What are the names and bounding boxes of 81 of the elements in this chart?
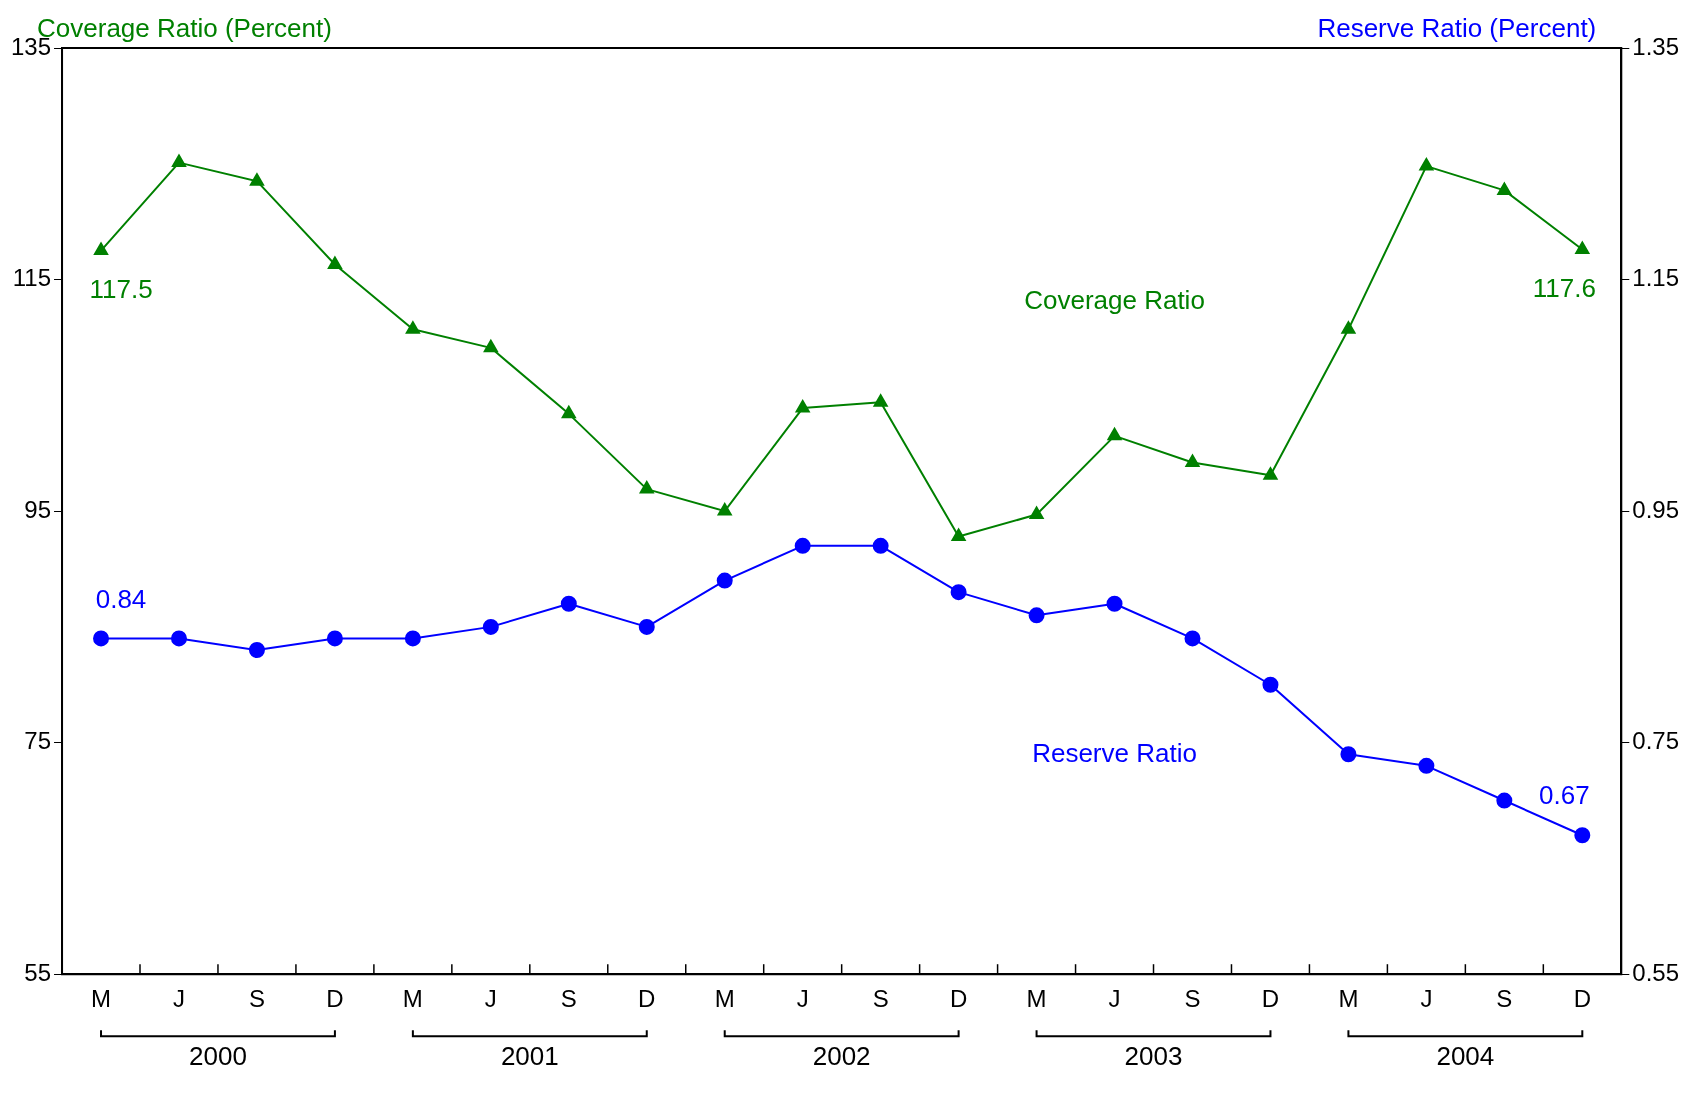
point [1263, 467, 1278, 480]
x-tick-label: J [172, 985, 185, 1013]
point [1262, 676, 1279, 693]
y2-tick-label: 1.35 [1632, 32, 1680, 60]
point [404, 630, 421, 647]
y-tick-label: 75 [24, 727, 52, 755]
point [248, 642, 265, 659]
point [1497, 182, 1512, 195]
point [1341, 321, 1356, 334]
point [1106, 595, 1123, 612]
x-tick-label: S [872, 985, 889, 1013]
point [170, 630, 187, 647]
data-label: 117.5 [89, 273, 153, 304]
x-tick-label: D [949, 985, 968, 1013]
x-tick-label: M [1026, 985, 1047, 1013]
point [1028, 607, 1045, 624]
y2-axis-title: Reserve Ratio (Percent) [1317, 13, 1597, 44]
point [93, 242, 109, 256]
x-tick-label: D [1261, 985, 1280, 1013]
point [1185, 454, 1200, 467]
x-tick-label: M [714, 985, 735, 1013]
text: 2004 [1436, 1041, 1495, 1072]
y-tick-label: 115 [12, 264, 52, 292]
point [795, 400, 810, 413]
x-tick-label: M [91, 985, 112, 1013]
x-tick-label: J [796, 985, 809, 1013]
text: 2003 [1124, 1041, 1183, 1072]
point [794, 537, 811, 554]
point [1419, 158, 1434, 171]
point [482, 618, 499, 635]
x-tick-label: D [638, 985, 656, 1013]
point [405, 321, 420, 334]
text: Coverage Ratio [1024, 284, 1205, 315]
data-label: 0.67 [1539, 780, 1590, 811]
data-label: 117.6 [1532, 272, 1596, 303]
y2-tick-label: 1.15 [1632, 264, 1680, 292]
text: Reserve Ratio [1032, 738, 1197, 769]
point [717, 503, 732, 516]
y2-tick-label: 0.55 [1632, 958, 1680, 986]
point [561, 405, 576, 419]
point [1184, 630, 1201, 647]
y2-tick-label: 0.95 [1632, 495, 1680, 523]
point [1496, 792, 1513, 809]
point [1574, 827, 1591, 844]
point [560, 595, 577, 612]
x-tick-label: S [1184, 985, 1201, 1013]
point [716, 572, 733, 589]
x-tick-label: D [1573, 985, 1591, 1013]
point [1418, 757, 1435, 774]
point [638, 618, 655, 635]
point [872, 537, 889, 554]
point [171, 154, 187, 168]
x-tick-label: S [1496, 985, 1513, 1013]
y-tick-label: 95 [24, 495, 52, 523]
point [1340, 746, 1357, 763]
point [326, 630, 343, 647]
text: 2000 [189, 1041, 247, 1072]
point [93, 630, 110, 647]
x-tick-label: J [484, 985, 497, 1013]
x-tick-label: M [1338, 985, 1359, 1013]
y-tick-label: 55 [24, 958, 52, 986]
point [950, 584, 967, 601]
point [249, 173, 265, 186]
point [1029, 506, 1044, 520]
point [327, 256, 342, 269]
point [483, 339, 498, 353]
point [1575, 241, 1590, 254]
point [873, 394, 888, 407]
point [1107, 427, 1122, 441]
point [639, 481, 654, 494]
x-tick-label: S [248, 985, 265, 1013]
data-label: 0.84 [95, 583, 147, 614]
x-tick-label: M [402, 985, 423, 1013]
x-tick-label: S [560, 985, 577, 1013]
point [951, 528, 966, 542]
x-tick-label: J [1108, 985, 1121, 1013]
x-tick-label: J [1420, 985, 1433, 1013]
y2-tick-label: 0.75 [1632, 727, 1680, 755]
text: 2001 [500, 1041, 559, 1072]
x-tick-label: D [326, 985, 344, 1013]
text: 2002 [812, 1041, 871, 1072]
